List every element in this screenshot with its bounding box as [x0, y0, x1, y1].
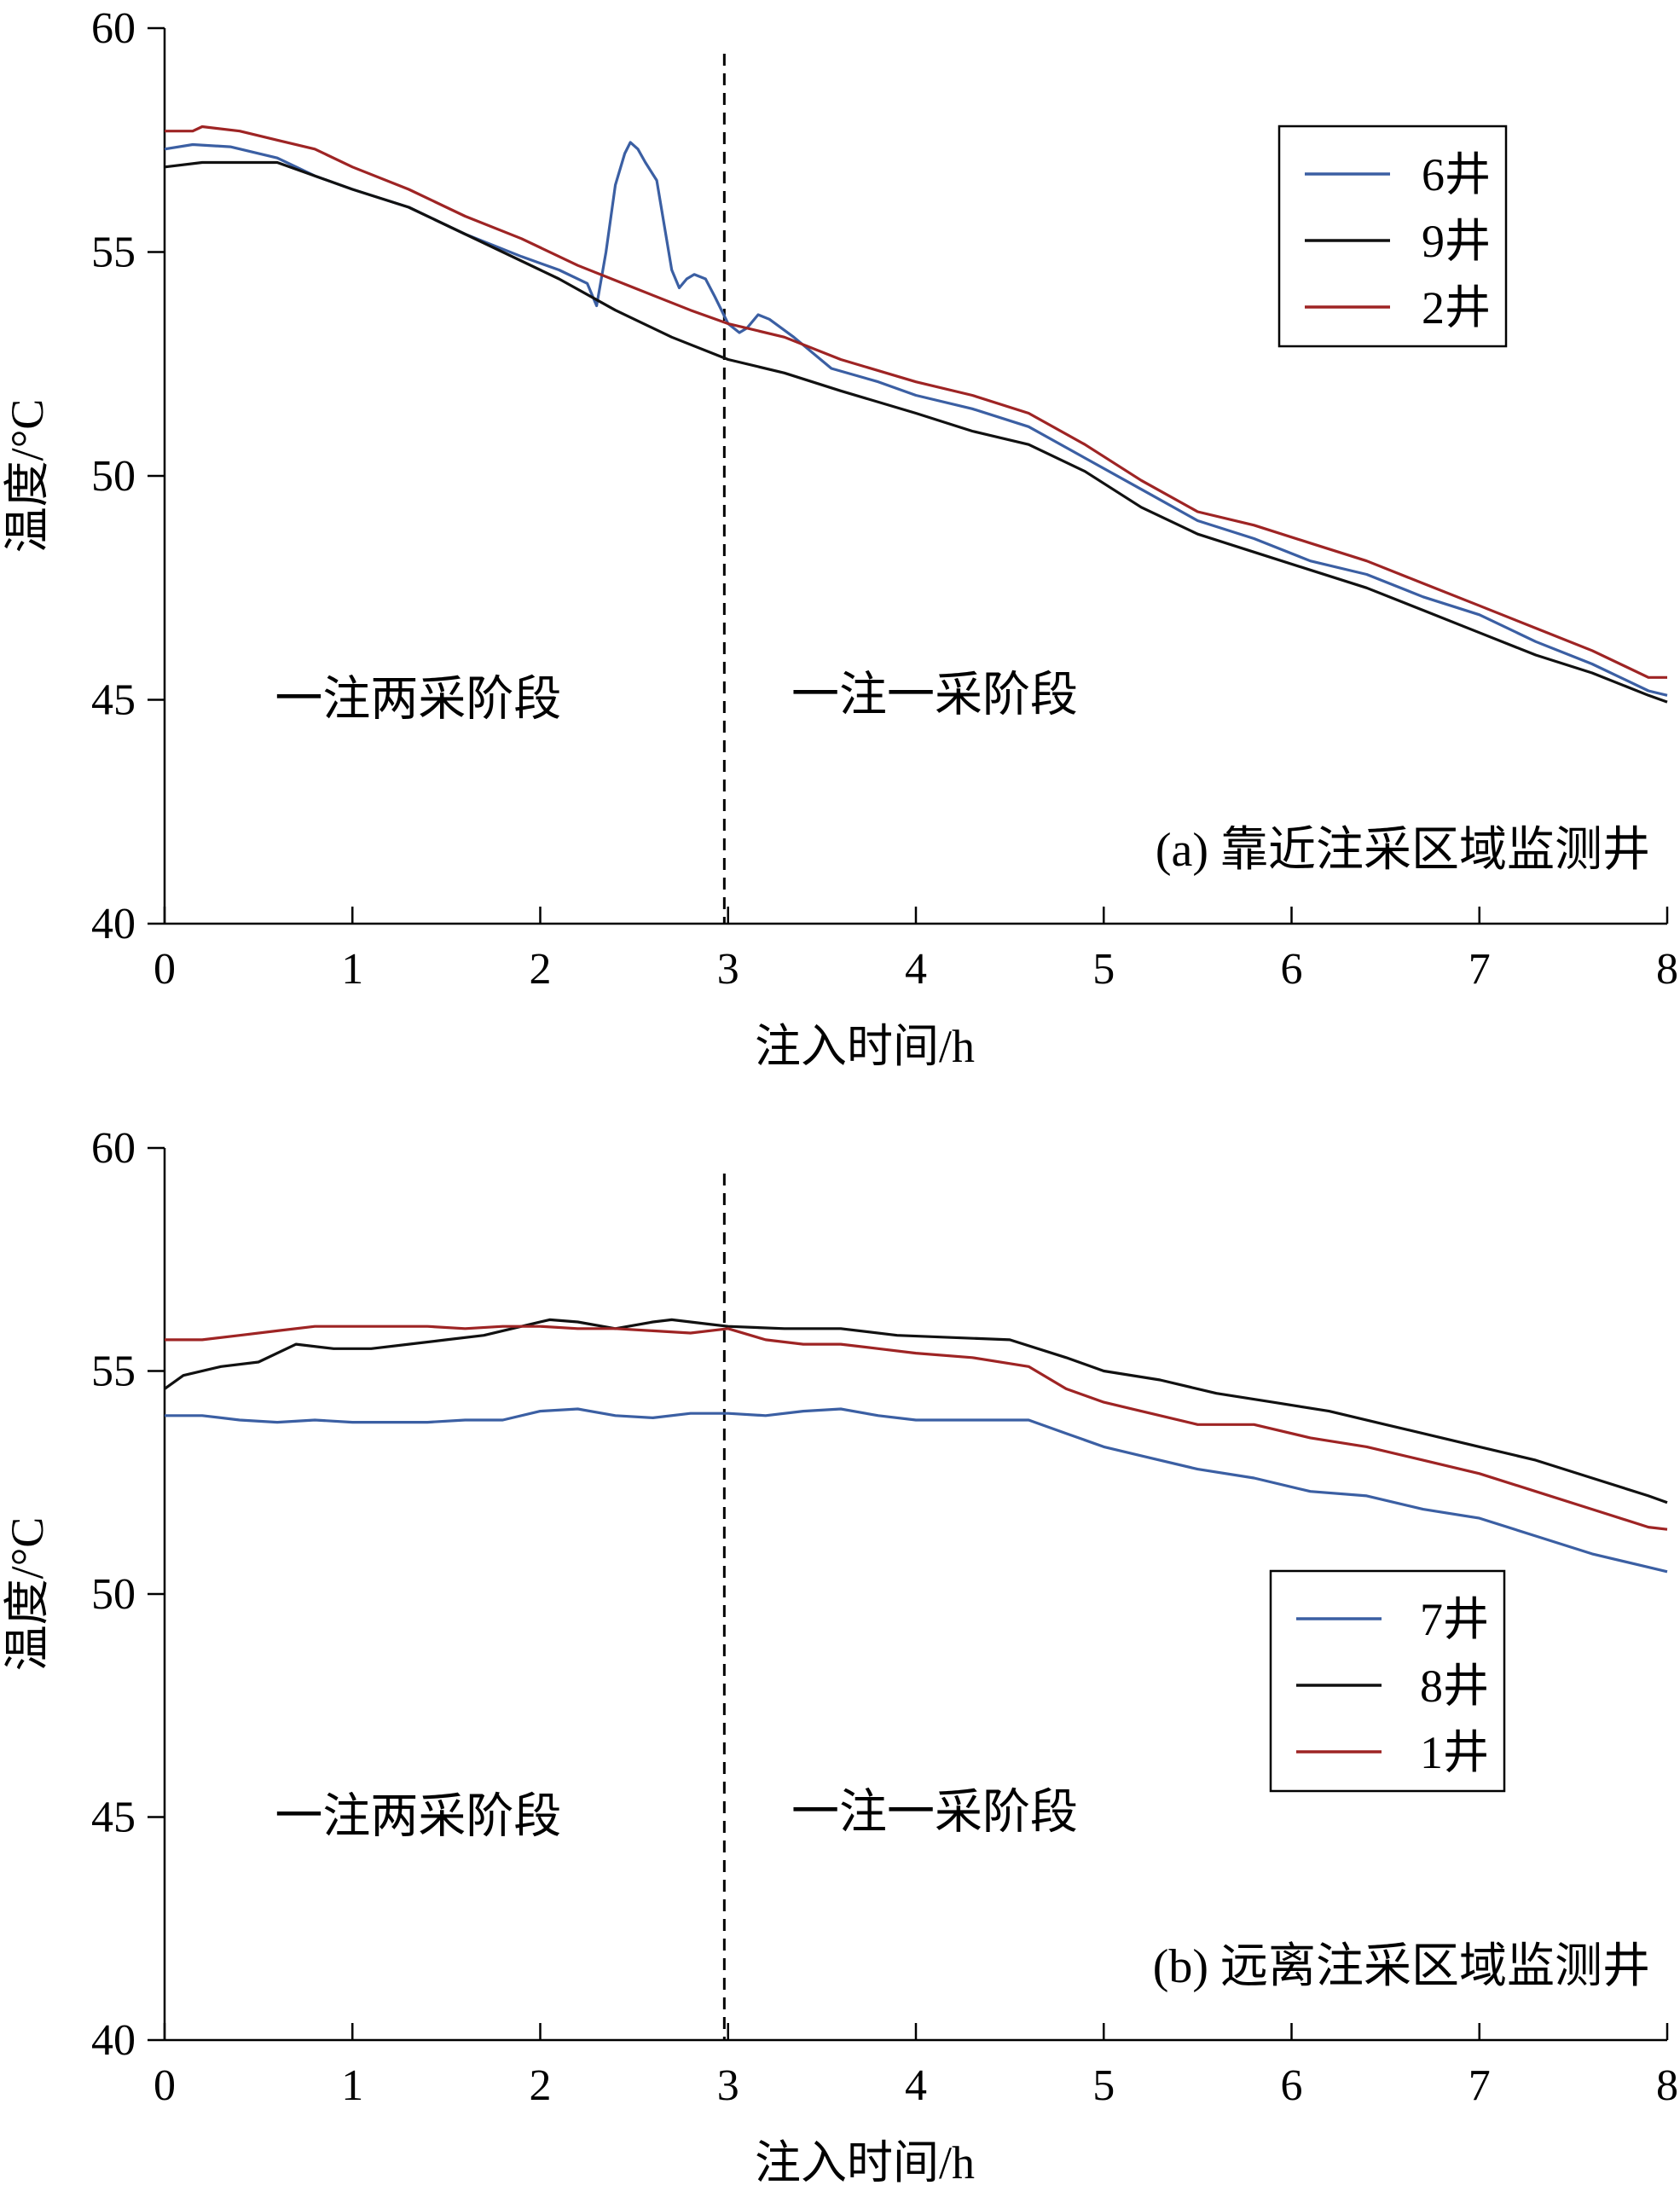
- x-tick-label: 5: [1092, 2061, 1115, 2110]
- y-tick-label: 55: [91, 1348, 136, 1396]
- legend-frame: [1277, 125, 1508, 348]
- x-tick-label: 7: [1469, 945, 1491, 994]
- x-tick-label: 4: [905, 945, 927, 994]
- stage-annotation: 一注一采阶段: [791, 1786, 1078, 1839]
- x-tick-label: 7: [1469, 2061, 1491, 2110]
- stage-annotation: 一注两采阶段: [275, 1791, 561, 1844]
- x-tick-label: 6: [1281, 945, 1303, 994]
- x-tick-label: 4: [905, 2061, 927, 2110]
- y-tick-label: 50: [91, 452, 136, 501]
- legend-label: 2井: [1422, 282, 1491, 333]
- legend-label: 9井: [1422, 216, 1491, 267]
- y-tick-label: 45: [91, 1794, 136, 1842]
- series-line-2: [165, 1325, 1668, 1531]
- x-tick-label: 6: [1281, 2061, 1303, 2110]
- stage-annotation: 一注一采阶段: [791, 669, 1078, 722]
- y-tick-label: 60: [91, 1124, 136, 1173]
- y-axis-title: 温度/°C: [2, 1517, 53, 1672]
- series-line-1: [164, 1318, 1668, 1504]
- series-line-2: [165, 125, 1667, 679]
- legend: 6井 9井 2井: [1277, 125, 1508, 348]
- x-tick-label: 3: [717, 945, 739, 994]
- x-tick-label: 2: [530, 2061, 552, 2110]
- y-tick-label: 40: [91, 2016, 136, 2065]
- x-tick-label: 0: [154, 945, 176, 994]
- series-line-0: [164, 141, 1668, 697]
- panel-label: (b) 远离注采区域监测井: [1153, 1940, 1650, 1993]
- legend-label: 8井: [1420, 1661, 1489, 1712]
- x-tick-label: 1: [341, 945, 363, 994]
- x-tick-label: 2: [530, 945, 552, 994]
- y-tick-label: 40: [91, 900, 136, 948]
- x-tick-label: 3: [717, 2061, 739, 2110]
- legend-frame: [1269, 1569, 1506, 1793]
- panel-label: (a) 靠近注采区域监测井: [1156, 824, 1650, 877]
- series-line-0: [165, 1407, 1668, 1574]
- x-tick-label: 8: [1656, 2061, 1678, 2110]
- x-tick-label: 1: [341, 2061, 363, 2110]
- x-axis-title: 注入时间/h: [755, 1021, 975, 1072]
- legend-label: 6井: [1422, 149, 1491, 200]
- x-axis-title: 注入时间/h: [755, 2137, 975, 2188]
- y-tick-label: 45: [91, 676, 136, 725]
- x-tick-label: 8: [1656, 945, 1678, 994]
- y-axis-title: 温度/°C: [2, 399, 53, 554]
- legend-label: 7井: [1420, 1594, 1489, 1645]
- y-tick-label: 50: [91, 1570, 136, 1619]
- series-line-1: [164, 160, 1668, 704]
- y-tick-label: 60: [91, 4, 136, 53]
- stage-annotation: 一注两采阶段: [275, 674, 561, 727]
- x-tick-label: 5: [1092, 945, 1115, 994]
- y-tick-label: 55: [91, 229, 136, 277]
- legend-label: 1井: [1420, 1727, 1489, 1778]
- x-tick-label: 0: [154, 2061, 176, 2110]
- legend: 7井 8井 1井: [1269, 1569, 1506, 1793]
